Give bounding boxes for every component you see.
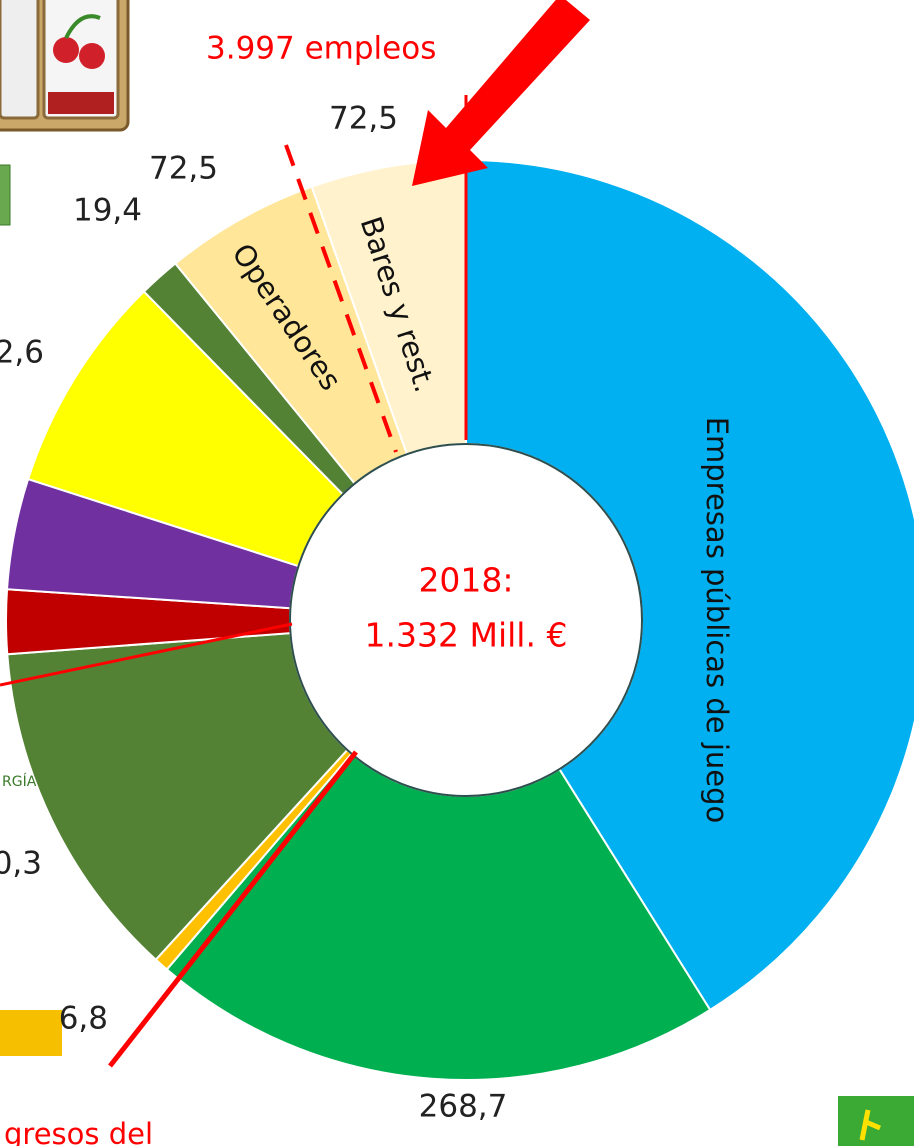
logo-text: RGÍA xyxy=(2,773,37,790)
arrow xyxy=(412,0,590,186)
value-label: 268,7 xyxy=(419,1089,508,1125)
value-label: 19,4 xyxy=(73,193,142,229)
center-year: 2018: xyxy=(418,561,513,600)
chart: 2018: 1.332 Mill. € 3.997 empleos gresos… xyxy=(0,0,914,1146)
slot-machine-image xyxy=(0,0,128,130)
slice-label: Empresas públicas de juego xyxy=(700,417,734,824)
value-label: 72,5 xyxy=(329,101,398,137)
value-label: 72,5 xyxy=(149,151,218,187)
value-label: 160,3 xyxy=(0,846,42,882)
annotation: 3.997 empleos xyxy=(206,31,436,67)
value-label: 6,8 xyxy=(59,1001,108,1037)
center-total: 1.332 Mill. € xyxy=(365,616,568,655)
value-label: 102,6 xyxy=(0,335,44,371)
ministry-logo xyxy=(0,1010,62,1056)
corner-logo xyxy=(838,1096,914,1146)
annotation: gresos del xyxy=(4,1117,153,1146)
green-box xyxy=(0,165,10,225)
page: {"chart_data": { "type": "donut", "title… xyxy=(0,0,914,1146)
